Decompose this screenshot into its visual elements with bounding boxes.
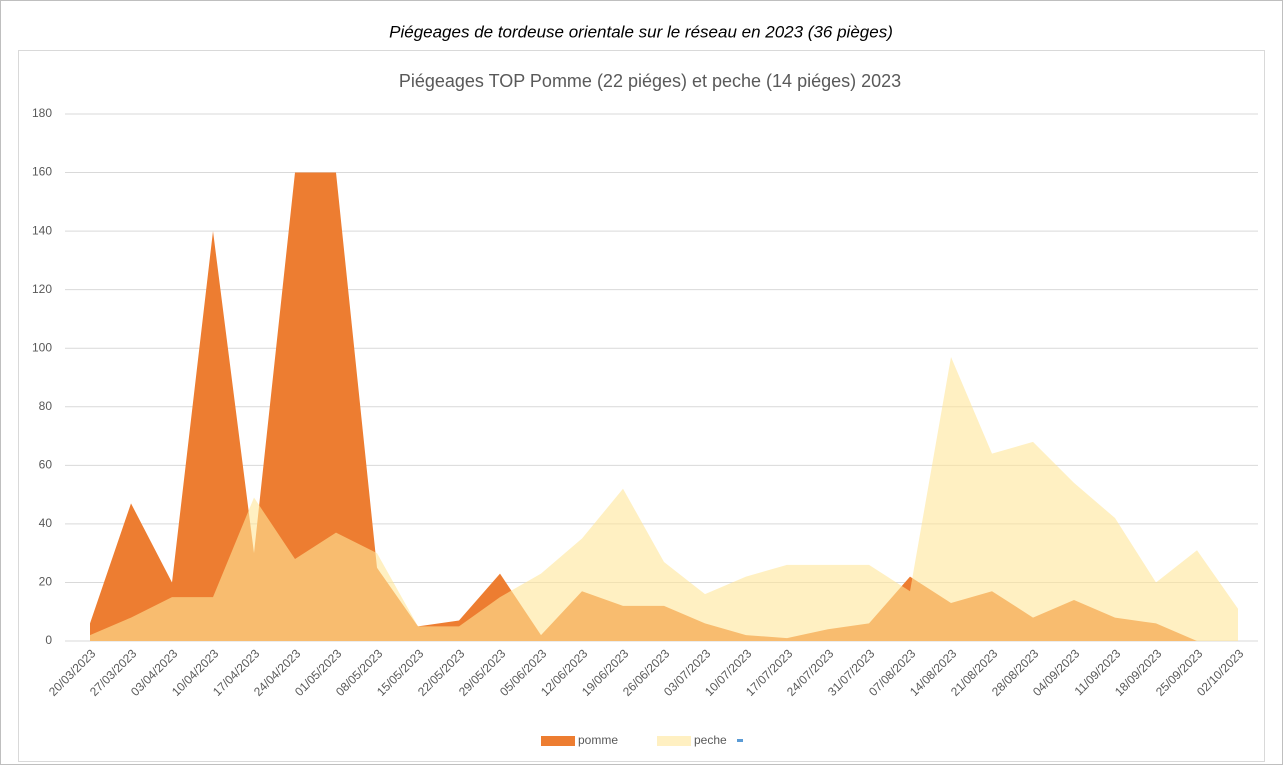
legend-swatch [541, 736, 575, 746]
legend-label: peche [694, 733, 727, 747]
area [90, 357, 1238, 641]
legend-swatch [737, 739, 743, 742]
page-heading: Piégeages de tordeuse orientale sur le r… [389, 22, 893, 41]
plot [90, 172, 1238, 642]
area [90, 172, 1197, 642]
y-tick-label: 80 [39, 399, 53, 413]
y-tick-label: 160 [32, 165, 52, 179]
y-tick-label: 140 [32, 223, 52, 237]
y-tick-label: 120 [32, 282, 52, 296]
y-tick-label: 40 [39, 516, 53, 530]
legend-label: pomme [578, 733, 618, 747]
legend: pomme peche [541, 733, 743, 747]
y-tick-label: 20 [39, 575, 53, 589]
y-tick-label: 180 [32, 106, 52, 120]
y-tick-label: 0 [45, 633, 52, 647]
chart-title: Piégeages TOP Pomme (22 piéges) et peche… [399, 71, 901, 91]
y-tick-label: 100 [32, 340, 52, 354]
legend-swatch [657, 736, 691, 746]
y-tick-label: 60 [39, 458, 53, 472]
